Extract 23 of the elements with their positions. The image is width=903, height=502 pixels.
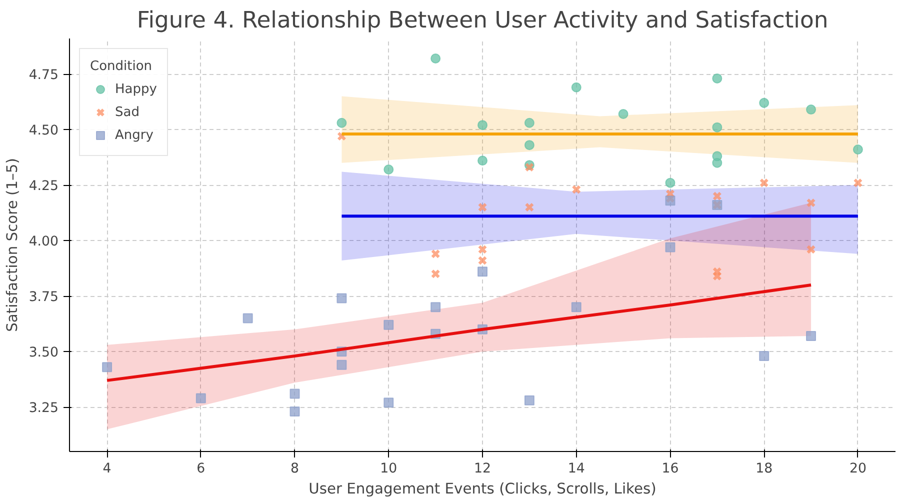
y-tick-label: 4.75: [28, 68, 59, 84]
chart-title: Figure 4. Relationship Between User Activity and Satisfaction: [136, 8, 828, 34]
legend-label: Angry: [115, 128, 154, 142]
y-tick-label: 4.00: [28, 234, 59, 250]
legend-label: Sad: [115, 104, 140, 120]
legend-label: Happy: [115, 82, 157, 96]
x-tick-label: 8: [290, 462, 300, 476]
y-tick-label: 3.75: [28, 290, 59, 306]
y-tick-label: 3.50: [28, 346, 59, 361]
y-tick-label: 4.25: [28, 179, 59, 194]
y-tick-label: 4.50: [28, 124, 59, 139]
x-tick-label: 16: [662, 462, 679, 476]
x-tick-label: 4: [102, 462, 112, 476]
x-tick-label: 10: [380, 462, 398, 476]
y-axis-title: Satisfaction Score (1–5): [4, 158, 21, 332]
legend-title: Condition: [90, 59, 154, 74]
x-axis-title: User Engagement Events (Clicks, Scrolls, Likes): [308, 480, 656, 498]
x-tick-label: 20: [849, 462, 866, 476]
x-tick-label: 12: [474, 462, 491, 476]
x-tick-label: 6: [196, 462, 206, 476]
x-tick-label: 18: [756, 462, 773, 476]
y-tick-label: 3.25: [28, 401, 59, 416]
x-tick-label: 14: [568, 462, 585, 476]
